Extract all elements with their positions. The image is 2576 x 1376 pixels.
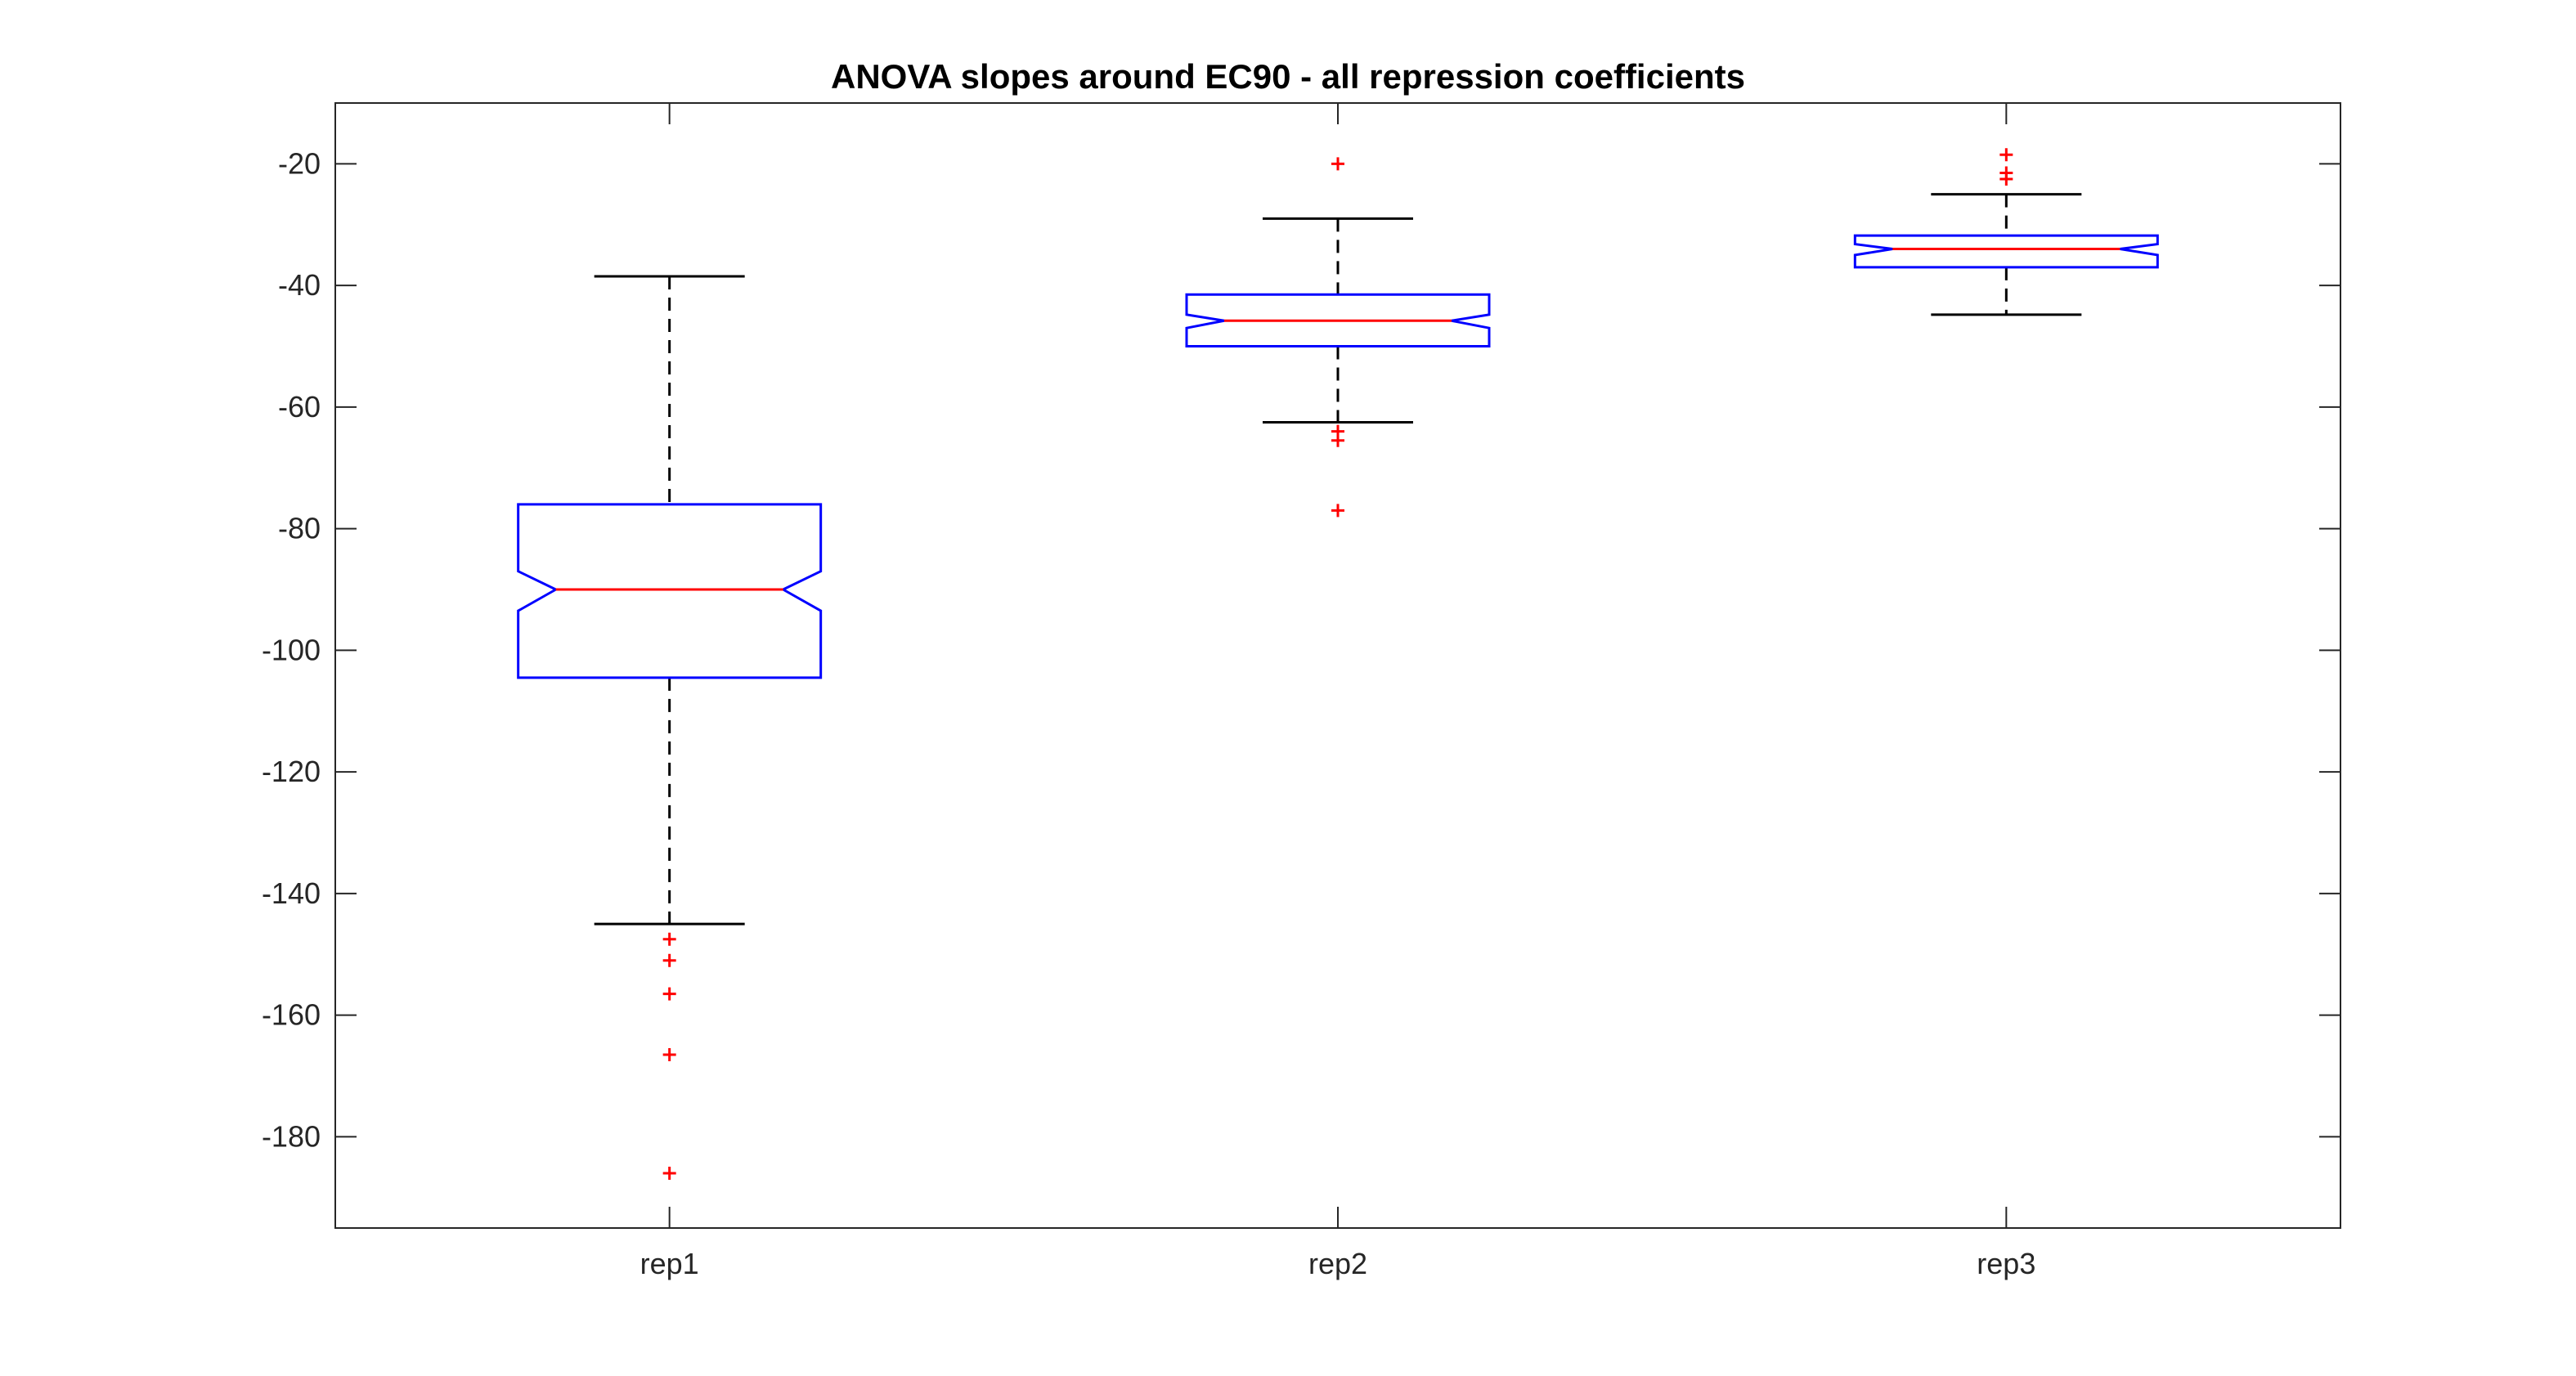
outlier-marker bbox=[1999, 148, 2013, 162]
outlier-marker bbox=[662, 932, 676, 946]
outlier-marker bbox=[662, 987, 676, 1001]
y-tick-label: -180 bbox=[262, 1119, 321, 1153]
x-tick-label: rep3 bbox=[1977, 1247, 2035, 1280]
x-tick-label: rep1 bbox=[640, 1247, 699, 1280]
y-tick-label: -80 bbox=[278, 512, 321, 545]
y-tick-label: -160 bbox=[262, 998, 321, 1032]
x-tick-label: rep2 bbox=[1308, 1247, 1367, 1280]
y-tick-label: -60 bbox=[278, 390, 321, 424]
y-tick-label: -140 bbox=[262, 876, 321, 910]
outlier-marker bbox=[662, 953, 676, 967]
y-tick-label: -120 bbox=[262, 755, 321, 788]
outlier-marker bbox=[1331, 433, 1344, 447]
y-tick-label: -40 bbox=[278, 268, 321, 302]
outlier-marker bbox=[662, 1167, 676, 1181]
plot-area: -20 -40 -60 -80 -100 -120 -140 -160 -180 rep1 rep2… bbox=[262, 102, 2341, 1280]
y-tick-label: -100 bbox=[262, 633, 321, 666]
outlier-marker bbox=[1331, 157, 1344, 171]
outlier-marker bbox=[1331, 504, 1344, 518]
outlier-marker bbox=[662, 1048, 676, 1062]
outlier-marker bbox=[1999, 172, 2013, 186]
notched-box bbox=[1853, 234, 2159, 269]
y-tick-label: -20 bbox=[278, 146, 321, 180]
chart-title: ANOVA slopes around EC90 - all repressio… bbox=[831, 57, 1745, 96]
notched-box bbox=[517, 503, 823, 679]
